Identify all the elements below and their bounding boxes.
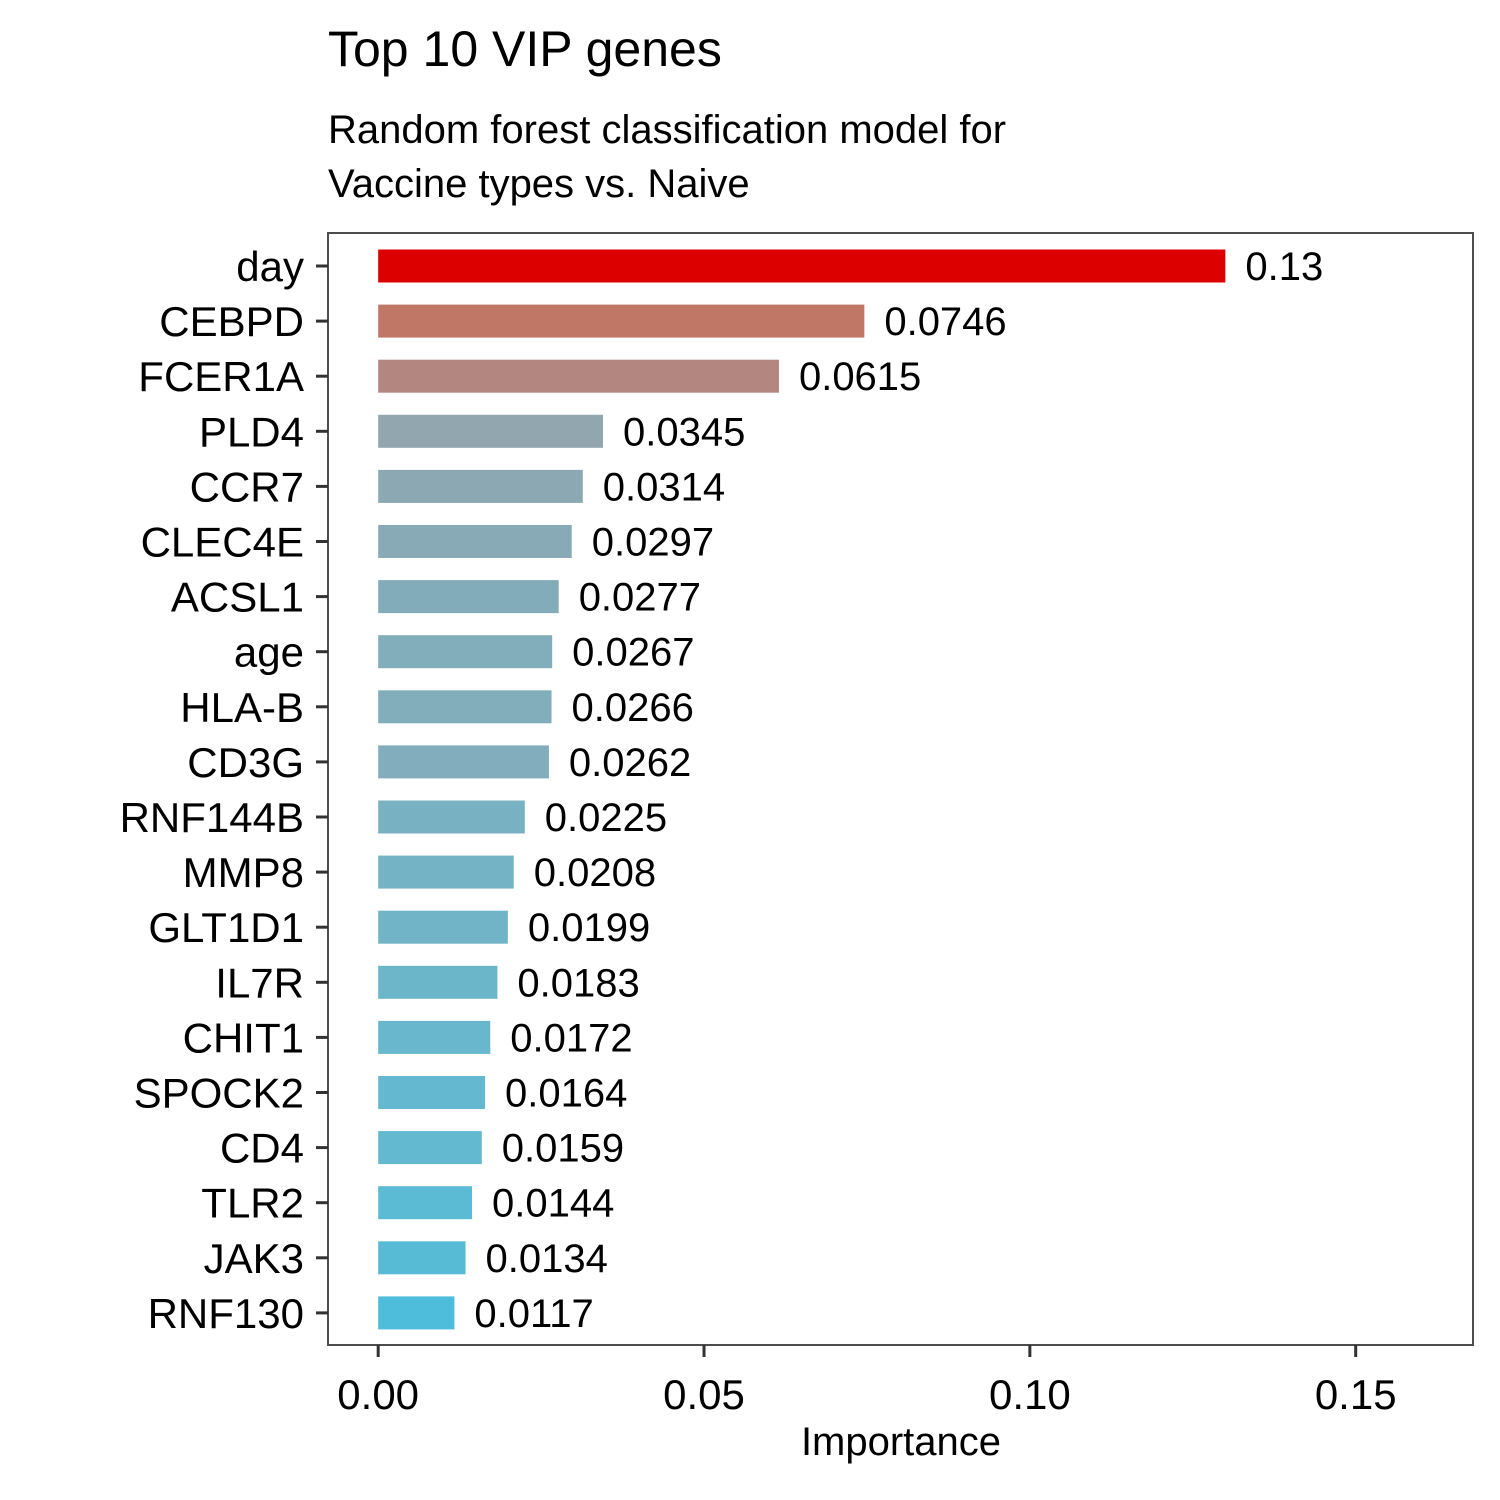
x-tick-label: 0.05: [663, 1371, 745, 1418]
value-label-hla-b: 0.0266: [572, 686, 694, 730]
x-tick-label: 0.10: [989, 1371, 1071, 1418]
y-axis: day CEBPD FCER1A PLD4 CCR7 CLEC4E ACSL1 age HLA-…: [120, 243, 328, 1337]
x-tick-label: 0.00: [337, 1371, 419, 1418]
bar-cd4: [378, 1131, 482, 1165]
y-tick-label-rnf144b: RNF144B: [120, 794, 304, 841]
value-label-age: 0.0267: [572, 631, 694, 675]
subtitle-line: Random forest classification model for: [328, 108, 1006, 152]
value-label-glt1d1: 0.0199: [528, 906, 650, 950]
y-tick-label-il7r: IL7R: [215, 959, 304, 1006]
bar-spock2: [378, 1076, 486, 1109]
x-axis-label: Importance: [801, 1420, 1001, 1464]
bar-chit1: [378, 1020, 491, 1054]
chart-subtitle: Random forest classification model for Va…: [328, 108, 1006, 206]
value-label-cd4: 0.0159: [502, 1127, 624, 1171]
value-label-rnf144b: 0.0225: [545, 796, 667, 840]
value-label-pld4: 0.0345: [623, 410, 745, 454]
y-tick-label-day: day: [236, 243, 304, 290]
bar-fcer1a: [378, 359, 779, 393]
value-label-cd3g: 0.0262: [569, 741, 691, 785]
bar-jak3: [378, 1241, 466, 1275]
value-label-tlr2: 0.0144: [492, 1182, 614, 1226]
y-tick-label-rnf130: RNF130: [148, 1290, 304, 1337]
y-tick-label-tlr2: TLR2: [201, 1180, 304, 1227]
value-label-mmp8: 0.0208: [534, 851, 656, 895]
bar-acsl1: [378, 580, 559, 614]
bar-glt1d1: [378, 910, 508, 944]
y-tick-label-pld4: PLD4: [199, 408, 304, 455]
value-label-acsl1: 0.0277: [579, 576, 701, 620]
y-tick-label-glt1d1: GLT1D1: [148, 904, 304, 951]
chart-title: Top 10 VIP genes: [328, 21, 722, 77]
y-tick-label-cd4: CD4: [220, 1125, 304, 1172]
bar-mmp8: [378, 855, 514, 889]
bar-cebpd: [378, 304, 865, 338]
value-label-il7r: 0.0183: [517, 961, 639, 1005]
y-tick-label-ccr7: CCR7: [190, 463, 304, 510]
bar-rnf144b: [378, 800, 525, 834]
value-label-ccr7: 0.0314: [603, 465, 725, 509]
bar-rnf130: [378, 1296, 455, 1330]
panel-border: [327, 232, 1474, 1346]
bar-hla-b: [378, 690, 552, 724]
bar-tlr2: [378, 1186, 473, 1220]
bar-cd3g: [378, 745, 549, 779]
y-tick-label-spock2: SPOCK2: [134, 1070, 304, 1117]
value-label-rnf130: 0.0117: [474, 1292, 593, 1336]
value-label-spock2: 0.0164: [505, 1072, 627, 1116]
bar-pld4: [378, 414, 604, 448]
bars-layer: 0.13 0.0746 0.0615 0.0345 0.0314 0.0297 0.0277…: [327, 232, 1474, 1346]
y-tick-label-jak3: JAK3: [204, 1235, 304, 1282]
y-tick-label-chit1: CHIT1: [183, 1014, 304, 1061]
bar-ccr7: [378, 469, 583, 503]
value-label-cebpd: 0.0746: [884, 300, 1006, 344]
value-label-chit1: 0.0172: [510, 1016, 632, 1060]
y-tick-label-clec4e: CLEC4E: [141, 519, 304, 566]
x-axis: 0.00 0.05 0.10 0.15: [337, 1345, 1397, 1418]
value-label-fcer1a: 0.0615: [799, 355, 921, 399]
y-tick-label-age: age: [234, 629, 304, 676]
bar-age: [378, 635, 553, 669]
y-tick-label-cebpd: CEBPD: [159, 298, 304, 345]
y-tick-label-cd3g: CD3G: [187, 739, 304, 786]
value-label-clec4e: 0.0297: [592, 521, 714, 565]
value-label-day: 0.13: [1245, 245, 1323, 289]
y-tick-label-hla-b: HLA-B: [180, 684, 304, 731]
bar-clec4e: [378, 525, 572, 558]
plot-panel: [328, 233, 1473, 1345]
bar-day: [378, 249, 1226, 283]
y-tick-label-mmp8: MMP8: [183, 849, 304, 896]
bar-il7r: [378, 965, 498, 999]
subtitle-line: Vaccine types vs. Naive: [328, 162, 750, 206]
y-tick-label-fcer1a: FCER1A: [138, 353, 304, 400]
value-label-jak3: 0.0134: [486, 1237, 608, 1281]
x-tick-label: 0.15: [1315, 1371, 1397, 1418]
y-tick-label-acsl1: ACSL1: [171, 574, 304, 621]
